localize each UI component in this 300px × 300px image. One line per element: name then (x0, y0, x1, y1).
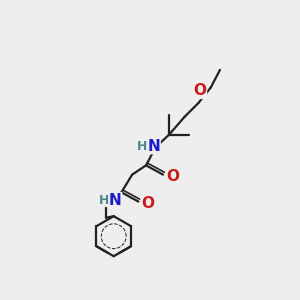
Text: O: O (166, 169, 179, 184)
Text: O: O (194, 83, 206, 98)
Text: H: H (99, 194, 109, 206)
Text: N: N (147, 139, 160, 154)
Text: N: N (109, 193, 122, 208)
Text: O: O (141, 196, 154, 211)
Text: H: H (137, 140, 148, 153)
